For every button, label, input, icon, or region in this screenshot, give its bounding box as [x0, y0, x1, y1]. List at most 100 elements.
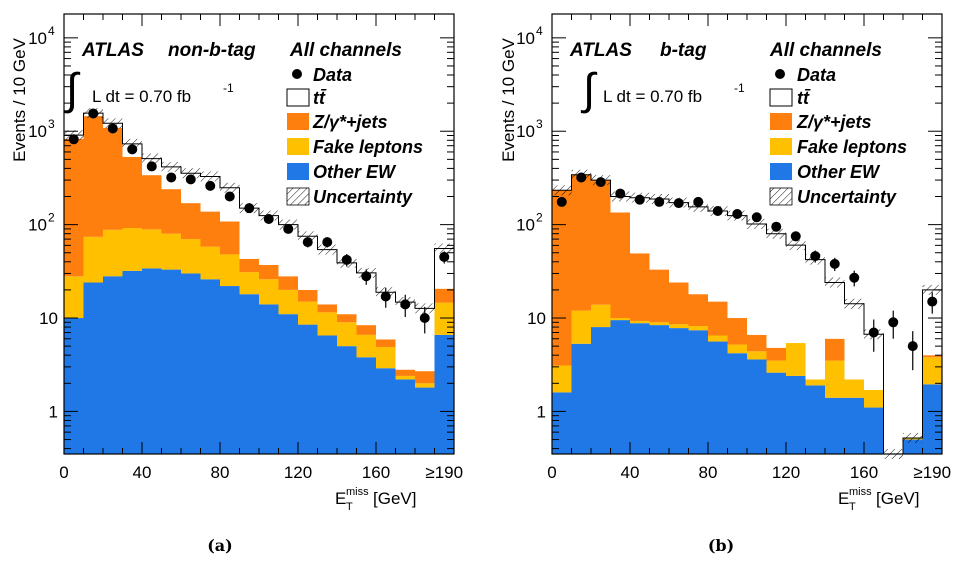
bar-zjets-a-13 [317, 304, 338, 313]
bar-fake-a-16 [376, 346, 396, 369]
x-tick-label-b-5: ≥190 [913, 463, 951, 482]
bar-fake-a-19 [434, 302, 455, 335]
y-tick-label-a-3: 10 [28, 122, 47, 141]
bar-zjets-a-4 [142, 175, 162, 230]
bar-otherew-a-2 [103, 276, 123, 454]
legend-ttbar-swatch-a [286, 88, 310, 107]
bar-fake-b-0 [552, 365, 572, 393]
bar-zjets-a-7 [200, 211, 221, 247]
bar-otherew-a-15 [356, 357, 377, 454]
bar-ttbar-a-18 [415, 308, 435, 372]
y-tick-label-b-2: 10 [516, 216, 535, 235]
data-point-b-18 [907, 341, 918, 352]
x-tick-label-a-1: 40 [133, 463, 152, 482]
bar-fake-a-11 [278, 289, 299, 315]
data-point-b-0 [556, 196, 567, 207]
bar-fake-b-19 [922, 357, 943, 385]
bar-otherew-b-11 [766, 372, 787, 454]
bar-zjets-b-0 [552, 190, 572, 366]
data-point-b-6 [673, 198, 684, 209]
y-tick-exponent-b-2: 2 [536, 211, 543, 225]
bar-otherew-b-15 [844, 397, 865, 454]
x-axis-label-main-a: E [335, 489, 346, 508]
bar-fake-a-10 [259, 279, 279, 305]
caption-a: (a) [207, 536, 233, 555]
y-tick-exponent-a-3: 3 [48, 117, 55, 131]
data-point-a-11 [283, 223, 294, 234]
bar-ttbar-a-16 [376, 292, 396, 340]
data-point-a-10 [263, 213, 274, 224]
x-axis-label-main-b: E [838, 489, 849, 508]
data-point-b-15 [849, 272, 860, 283]
legend-ttbar-swatch-b [769, 88, 793, 107]
caption-b: (b) [708, 536, 734, 555]
bar-fake-b-8 [708, 335, 728, 342]
legend-fake-swatch-b [770, 138, 792, 155]
bar-ttbar-b-4 [630, 197, 650, 254]
legend-uncert-label-b: Uncertainty [797, 187, 897, 207]
data-point-a-16 [380, 291, 391, 302]
bar-fake-a-7 [200, 246, 221, 280]
x-tick-label-b-4: 160 [850, 463, 878, 482]
bar-fake-b-12 [786, 343, 806, 376]
bar-fake-a-13 [317, 312, 338, 336]
legend-ttbar-label-a: tt̄ [313, 88, 327, 108]
x-tick-label-a-4: 160 [362, 463, 390, 482]
bar-fake-a-3 [122, 228, 143, 271]
bar-otherew-b-5 [649, 325, 670, 454]
bar-fake-a-6 [181, 239, 201, 274]
data-point-b-8 [712, 205, 723, 216]
bar-zjets-a-19 [434, 288, 455, 303]
data-point-b-19 [927, 296, 938, 307]
x-tick-label-b-1: 40 [621, 463, 640, 482]
bar-otherew-b-14 [825, 397, 845, 454]
data-point-b-11 [771, 221, 782, 232]
bar-ttbar-b-5 [649, 199, 670, 270]
data-point-b-5 [654, 196, 665, 207]
y-tick-label-a-4: 10 [28, 29, 47, 48]
bar-zjets-b-5 [649, 269, 670, 323]
bar-zjets-b-4 [630, 253, 650, 321]
bar-otherew-b-6 [669, 328, 689, 454]
bar-zjets-a-14 [337, 314, 357, 323]
data-point-b-16 [868, 327, 879, 338]
bar-fake-a-14 [337, 322, 357, 347]
tag-label-b: b-tag [660, 40, 707, 61]
bar-ttbar-b-8 [708, 210, 728, 302]
legend-data-label-b: Data [797, 65, 836, 85]
legend-a: Data tt̄ Z/γ*+jets Fake leptons Other EW… [286, 65, 423, 207]
bar-zjets-a-11 [278, 276, 299, 290]
data-point-a-5 [166, 172, 177, 183]
data-point-b-3 [615, 188, 626, 199]
x-tick-label-b-2: 80 [699, 463, 718, 482]
data-point-b-9 [732, 208, 743, 219]
bar-fake-b-14 [825, 360, 845, 398]
bar-otherew-b-13 [805, 385, 826, 454]
bar-ttbar-b-13 [805, 259, 826, 380]
bar-fake-b-4 [630, 320, 650, 324]
bar-otherew-a-16 [376, 368, 396, 454]
bar-zjets-a-18 [415, 371, 435, 384]
y-tick-label-a-1: 10 [39, 309, 58, 328]
bar-otherew-b-1 [571, 343, 592, 454]
bar-ttbar-b-12 [786, 245, 806, 344]
y-tick-label-b-1: 10 [527, 309, 546, 328]
bar-otherew-b-18 [903, 439, 923, 454]
data-point-b-17 [888, 317, 899, 328]
bar-otherew-a-10 [259, 304, 279, 454]
x-axis-label-b: E T miss [GeV] [838, 486, 919, 513]
bar-fake-a-9 [239, 272, 260, 295]
legend-zjets-label-b: Z/γ*+jets [796, 112, 872, 132]
data-point-b-2 [595, 177, 606, 188]
bar-ttbar-b-15 [844, 303, 865, 380]
bar-fake-a-12 [298, 301, 318, 325]
bar-otherew-a-3 [122, 270, 143, 454]
bar-fake-b-13 [805, 379, 826, 386]
lumi-text-a: L dt = 0.70 fb [92, 87, 191, 106]
legend-data-label-a: Data [313, 65, 352, 85]
data-point-a-15 [361, 271, 372, 282]
legend-b: Data tt̄ Z/γ*+jets Fake leptons Other EW… [769, 65, 907, 207]
legend-fake-swatch-a [287, 138, 309, 155]
bar-ttbar-a-17 [395, 302, 416, 370]
